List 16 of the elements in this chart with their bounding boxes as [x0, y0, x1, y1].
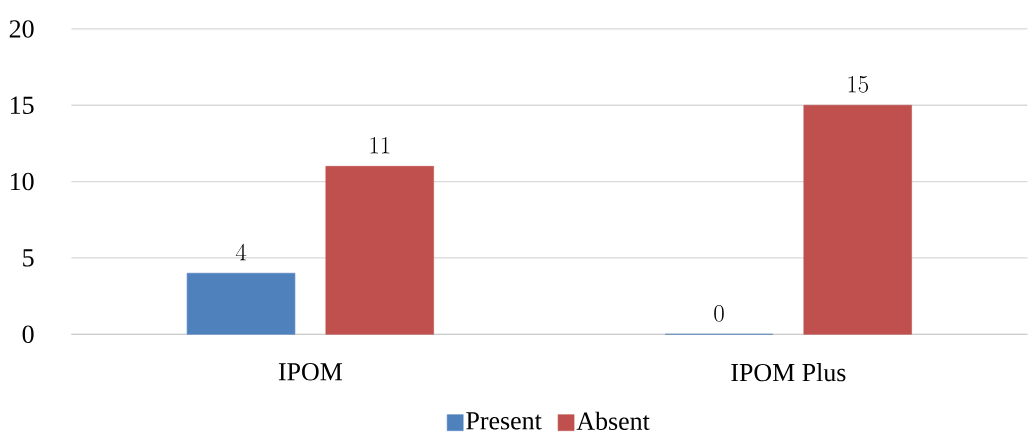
legend-label: Present — [466, 412, 542, 430]
bar — [325, 166, 434, 335]
x-tick-label: IPOM — [278, 363, 343, 381]
data-label: 4 — [235, 243, 247, 261]
bar — [186, 272, 296, 335]
y-tick-label: 15 — [10, 96, 34, 114]
bar — [803, 104, 912, 335]
legend-label: Absent — [576, 411, 650, 430]
x-tick-label: IPOM Plus — [731, 363, 846, 382]
y-tick-label: 20 — [9, 20, 34, 38]
data-label: 11 — [370, 137, 390, 154]
data-label: 15 — [848, 75, 869, 93]
y-tick-label: 10 — [10, 172, 34, 191]
data-label: 0 — [714, 304, 724, 322]
y-tick-label: 5 — [23, 249, 34, 267]
y-tick-label: 0 — [22, 325, 34, 344]
